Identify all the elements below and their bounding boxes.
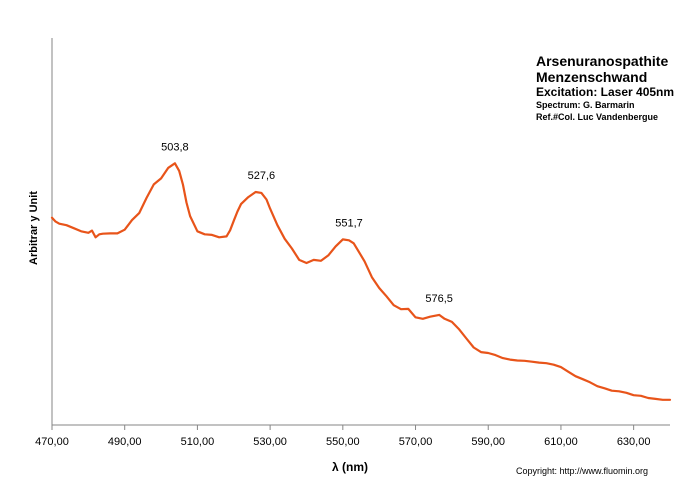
peak-label: 551,7 [335,217,363,229]
x-tick-label: 510,00 [181,436,215,448]
axes [51,38,670,426]
x-ticks: 470,00 490,00 510,00 530,00 550,00 570,00 590,… [35,425,650,448]
peak-label: 576,5 [425,293,453,305]
x-tick-label: 470,00 [35,436,69,448]
x-tick-label: 490,00 [108,436,142,448]
spectrum-info-box: Arsenuranospathite Menzenschwand Excitat… [536,53,674,123]
mineral-name: Arsenuranospathite [536,53,669,69]
x-tick-label: 550,00 [326,436,360,448]
copyright-text: Copyright: http://www.fluomin.org [516,466,649,476]
x-tick-label: 590,00 [471,436,505,448]
peak-annotations: 503,8 527,6 551,7 576,5 [161,141,453,305]
spectrum-line [50,162,672,401]
spectrum-credit: Spectrum: G. Barmarin [536,100,635,110]
y-axis-label: Arbitrar y Unit [28,191,40,265]
peak-label: 527,6 [248,170,276,182]
x-axis-label: λ (nm) [332,460,368,474]
x-tick-label: 570,00 [399,436,433,448]
excitation-text: Excitation: Laser 405nm [536,85,675,99]
x-tick-label: 630,00 [617,436,651,448]
locality-name: Menzenschwand [536,69,648,85]
x-tick-label: 530,00 [253,436,287,448]
series-group [50,162,672,401]
peak-label: 503,8 [161,141,189,153]
x-tick-label: 610,00 [544,436,578,448]
reference-text: Ref.#Col. Luc Vandenbergue [536,112,659,122]
